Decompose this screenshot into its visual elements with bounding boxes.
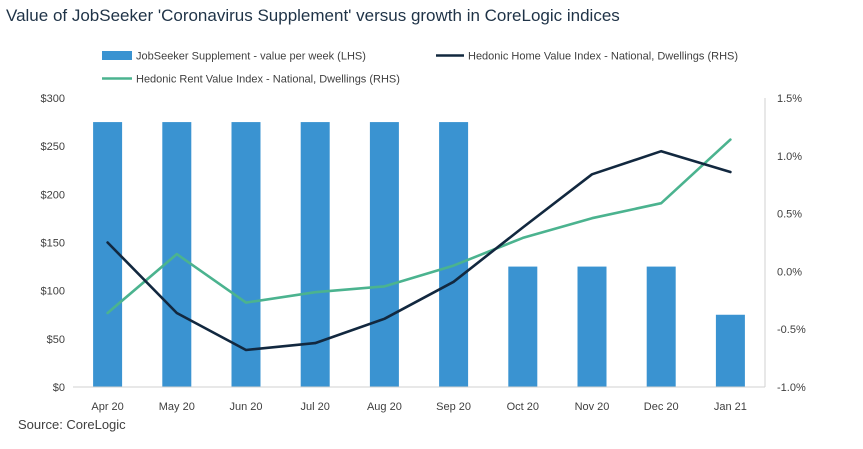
x-tick-label: Oct 20 <box>507 401 539 413</box>
x-tick-label: Jan 21 <box>714 401 747 413</box>
legend: JobSeeker Supplement - value per week (L… <box>102 51 738 86</box>
right-tick-label: 0.5% <box>777 209 802 221</box>
left-tick-label: $200 <box>41 189 65 201</box>
right-tick-label: -1.0% <box>777 382 806 394</box>
source-note: Source: CoreLogic <box>18 417 126 432</box>
axes <box>73 98 766 388</box>
chart-title: Value of JobSeeker 'Coronavirus Suppleme… <box>6 6 620 25</box>
left-tick-label: $250 <box>41 141 65 153</box>
x-tick-label: Aug 20 <box>367 401 402 413</box>
legend-swatch-bar <box>102 51 132 60</box>
right-tick-label: 1.5% <box>777 93 802 105</box>
bar-9 <box>715 314 745 387</box>
left-tick-label: $150 <box>41 238 65 250</box>
bar-5 <box>439 122 469 387</box>
x-tick-label: Nov 20 <box>575 401 610 413</box>
home-index-line <box>106 149 732 352</box>
bar-series <box>93 122 745 387</box>
bar-3 <box>300 122 330 387</box>
legend-label-rent: Hedonic Rent Value Index - National, Dwe… <box>136 74 400 86</box>
x-tick-label: Dec 20 <box>644 401 679 413</box>
bar-7 <box>577 266 607 387</box>
tick-labels: $0 $50 $100 $150 $200 $250 $300 -1.0% -0.5% 0.0% 0… <box>41 93 806 413</box>
right-tick-label: 0.0% <box>777 266 802 278</box>
bar-4 <box>369 122 399 387</box>
x-tick-label: Jul 20 <box>301 401 330 413</box>
x-tick-label: Apr 20 <box>91 401 123 413</box>
rent-index-line <box>106 138 732 315</box>
bar-8 <box>646 266 676 387</box>
legend-label-bar: JobSeeker Supplement - value per week (L… <box>136 51 366 63</box>
bar-6 <box>508 266 538 387</box>
right-tick-label: -0.5% <box>777 324 806 336</box>
right-tick-label: 1.0% <box>777 151 802 163</box>
left-tick-label: $300 <box>41 93 65 105</box>
line-series <box>106 138 732 352</box>
x-tick-label: Jun 20 <box>229 401 262 413</box>
bar-2 <box>231 122 261 387</box>
left-tick-label: $100 <box>41 286 65 298</box>
left-tick-label: $50 <box>47 334 65 346</box>
x-tick-label: May 20 <box>159 401 195 413</box>
left-tick-label: $0 <box>53 382 65 394</box>
x-tick-label: Sep 20 <box>436 401 471 413</box>
legend-label-home: Hedonic Home Value Index - National, Dwe… <box>468 51 738 63</box>
bar-0 <box>93 122 123 387</box>
